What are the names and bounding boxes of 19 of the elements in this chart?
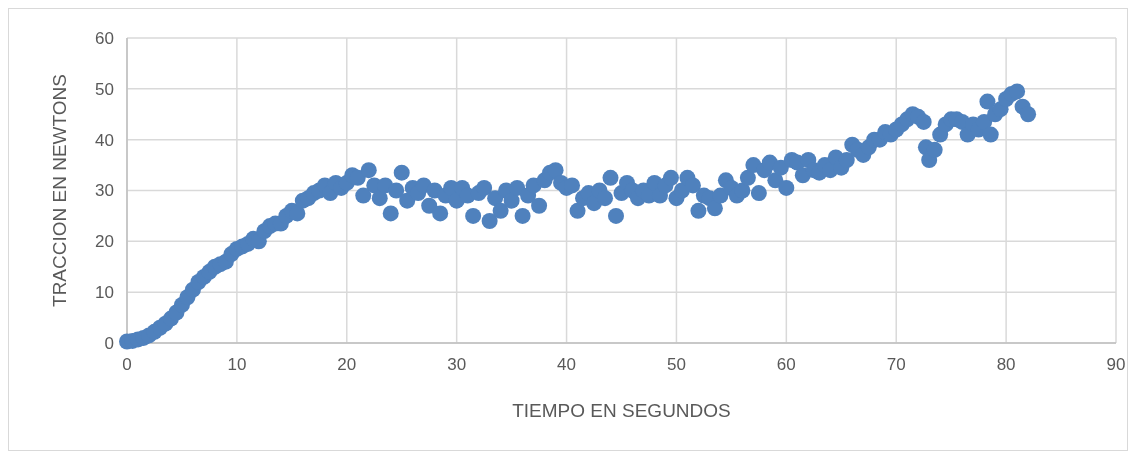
x-tick-label: 10 [227,355,247,374]
y-tick-label: 50 [95,79,114,99]
x-tick-label: 20 [337,355,357,374]
y-tick-label: 0 [104,333,114,353]
x-tick-label: 30 [447,355,467,374]
y-axis-title: TRACCION EN NEWTONS [49,74,70,307]
x-axis-title: TIEMPO EN SEGUNDOS [512,400,731,421]
y-tick-label: 60 [95,28,114,48]
x-tick-label: 50 [666,355,686,374]
x-tick-label: 70 [886,355,906,374]
x-tick-label: 60 [776,355,796,374]
x-tick-label: 40 [557,355,577,374]
y-tick-label: 30 [95,181,114,201]
x-tick-label: 90 [1106,355,1126,374]
y-tick-label: 10 [95,283,114,303]
y-tick-label: 20 [95,232,114,252]
x-tick-label: 80 [996,355,1016,374]
y-tick-label: 40 [95,130,114,150]
x-tick-label: 0 [122,355,132,374]
